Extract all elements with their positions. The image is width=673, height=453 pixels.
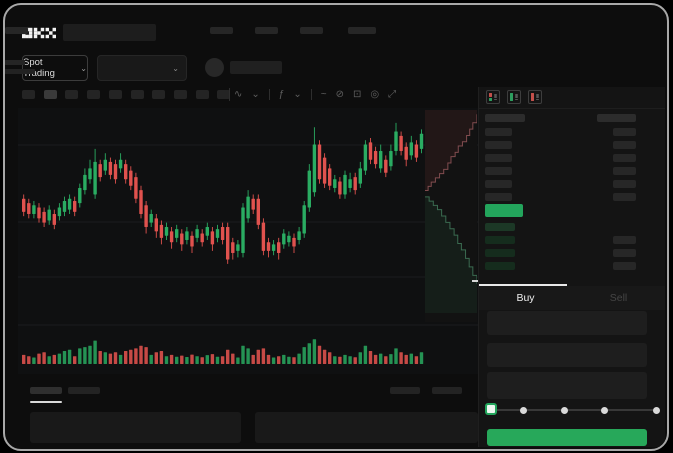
pair-name-placeholder [230, 61, 282, 74]
amount-input[interactable] [487, 343, 647, 367]
chevron-down-icon: ⌄ [172, 63, 179, 73]
price-column-header-placeholder [485, 114, 525, 122]
price-chart[interactable] [18, 108, 480, 374]
tab-sell[interactable]: Sell [609, 292, 628, 304]
timeframe-button[interactable] [22, 90, 35, 99]
book-both-sides-icon[interactable] [486, 90, 500, 104]
order-book-row[interactable] [479, 249, 665, 259]
nav-item-placeholder[interactable] [210, 27, 233, 34]
active-tab-indicator [479, 284, 567, 286]
order-book-row[interactable] [479, 193, 665, 203]
bottom-tab[interactable] [68, 387, 100, 394]
amount-column-header-placeholder [597, 114, 636, 122]
timeframe-button[interactable] [173, 90, 187, 99]
device-frame: Spot Trading ⌄ ⌄ ∿ ⌄ ƒ ⌄ ~ ⊘ ⊡ ◎ ⤢ [3, 3, 669, 451]
order-book-row[interactable] [479, 128, 665, 138]
market-type-selector[interactable]: Spot Trading ⌄ [22, 55, 88, 81]
trade-tabs: Buy Sell [479, 286, 665, 310]
slider-stop[interactable] [653, 407, 660, 414]
toolbar-divider [229, 88, 230, 101]
last-price-tick [472, 280, 481, 282]
search-placeholder [63, 24, 156, 41]
slider-stop[interactable] [601, 407, 608, 414]
depth-chart [425, 110, 477, 322]
order-book-row[interactable] [479, 236, 665, 246]
buy-submit-button[interactable] [487, 429, 647, 446]
nav-item-placeholder[interactable] [5, 27, 28, 34]
toolbar-divider [310, 89, 312, 100]
last-price-bar[interactable] [485, 204, 523, 217]
indicator-dropdown-icon[interactable]: ⌄ [293, 89, 302, 100]
ruler-tool-icon[interactable]: ⊘ [335, 89, 344, 100]
chart-settings-icon[interactable]: ◎ [370, 89, 380, 100]
bottom-action-placeholder[interactable] [432, 387, 462, 394]
nav-item-placeholder[interactable] [348, 27, 376, 34]
timeframe-button[interactable] [195, 90, 209, 99]
slider-stop[interactable] [561, 407, 568, 414]
timeframe-button[interactable] [87, 90, 101, 99]
ticker-stat [5, 60, 39, 76]
timeframe-button[interactable] [108, 90, 122, 99]
price-input[interactable] [487, 311, 647, 335]
market-type-label: Spot Trading [23, 57, 55, 79]
fullscreen-icon[interactable]: ⤢ [388, 89, 397, 100]
candle-style-icon[interactable]: ∿ [234, 89, 243, 100]
order-book-row[interactable] [479, 167, 665, 177]
chevron-down-icon: ⌄ [80, 63, 87, 73]
trading-pair-dropdown[interactable]: ⌄ [97, 55, 187, 81]
nav-item-placeholder[interactable] [255, 27, 278, 34]
candle-style-dropdown-icon[interactable]: ⌄ [251, 89, 260, 100]
trend-line-tool-icon[interactable]: ~ [320, 89, 327, 100]
trading-app: Spot Trading ⌄ ⌄ ∿ ⌄ ƒ ⌄ ~ ⊘ ⊡ ◎ ⤢ [5, 5, 667, 449]
bottom-tab-active[interactable] [30, 387, 62, 394]
total-input[interactable] [487, 372, 647, 399]
order-book-row[interactable] [479, 180, 665, 190]
timeframe-button[interactable] [65, 90, 79, 99]
timeframe-button[interactable] [130, 90, 144, 99]
order-book-row[interactable] [479, 223, 665, 233]
book-bids-only-icon[interactable] [507, 90, 521, 104]
tab-buy[interactable]: Buy [516, 292, 535, 304]
order-book-panel: Buy Sell [478, 87, 665, 447]
order-book-row[interactable] [479, 141, 665, 151]
timeframe-button[interactable] [152, 90, 166, 99]
panel-divider [479, 108, 665, 109]
orders-panel-placeholder [30, 412, 241, 443]
order-book-row[interactable] [479, 262, 665, 272]
orders-panel-placeholder [255, 412, 478, 443]
indicator-icon[interactable]: ƒ [278, 89, 285, 100]
amount-slider-track[interactable] [489, 409, 657, 411]
order-book-row[interactable] [479, 154, 665, 164]
book-asks-only-icon[interactable] [528, 90, 542, 104]
bottom-tab-underline [30, 401, 62, 403]
coin-avatar[interactable] [205, 58, 224, 77]
toolbar-divider [268, 89, 270, 100]
timeframe-button[interactable] [217, 90, 231, 99]
slider-handle[interactable] [485, 403, 497, 415]
screenshot-icon[interactable]: ⊡ [352, 89, 362, 100]
chart-toolbar: ∿ ⌄ ƒ ⌄ ~ ⊘ ⊡ ◎ ⤢ [234, 87, 396, 102]
bottom-action-placeholder[interactable] [390, 387, 420, 394]
timeframe-button[interactable] [43, 90, 57, 99]
slider-stop[interactable] [520, 407, 527, 414]
nav-item-placeholder[interactable] [300, 27, 323, 34]
